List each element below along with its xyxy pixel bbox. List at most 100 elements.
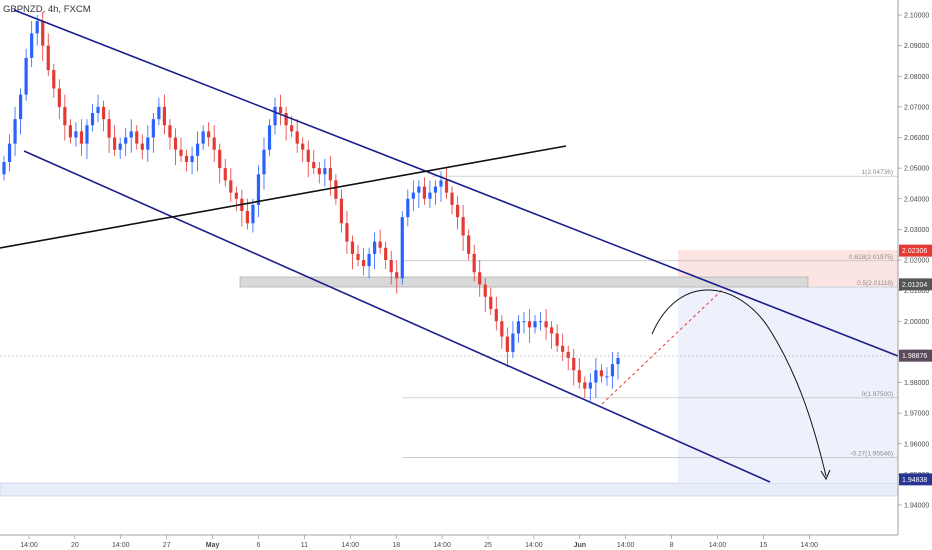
- candle-body: [157, 106, 161, 120]
- candle-body: [483, 284, 487, 297]
- y-tick-label: 2.06000: [904, 135, 929, 142]
- candle-body: [444, 180, 449, 193]
- y-tick-label: 2.09000: [904, 43, 929, 50]
- candle-body: [90, 113, 95, 126]
- x-tick-label: 14:00: [20, 542, 38, 549]
- x-tick-label: May: [206, 542, 220, 549]
- candle-body: [472, 253, 476, 273]
- candle-body: [455, 204, 460, 218]
- candle-body: [284, 113, 288, 126]
- candle-body: [317, 168, 321, 175]
- fib-label: 0(1.97500): [862, 391, 893, 398]
- candle-body: [417, 186, 421, 193]
- x-tick-label: 18: [392, 542, 400, 549]
- candle-body: [411, 192, 415, 199]
- candle-body: [616, 358, 620, 365]
- candle-body: [113, 137, 117, 150]
- candle-body: [295, 131, 299, 144]
- price-tag-label: 2.02306: [902, 248, 927, 255]
- fib-label: 0.5(2.01118): [857, 280, 893, 287]
- x-tick-label: 15: [760, 542, 768, 549]
- candle-body: [561, 345, 565, 352]
- support-zone: [0, 482, 899, 497]
- candle-body: [207, 131, 211, 138]
- rising-trendline[interactable]: [0, 145, 567, 249]
- fib-levels: 1(2.04736) 0.618(2.01975) 0.5(2.01118) 0(1.…: [402, 169, 898, 459]
- candles: [2, 11, 620, 401]
- projection-arrow: [651, 289, 827, 477]
- y-tick-label: 1.94000: [904, 503, 929, 510]
- candle-body: [151, 119, 155, 138]
- candle-body: [373, 241, 377, 254]
- candle-body: [184, 155, 189, 162]
- candle-body: [278, 106, 283, 113]
- x-tick-label: 14:00: [709, 542, 727, 549]
- x-tick-label: 20: [71, 542, 79, 549]
- price-tag: [899, 278, 932, 291]
- y-tick-label: 2.05000: [904, 166, 929, 173]
- candle-body: [384, 247, 388, 260]
- candle-body: [96, 106, 100, 113]
- candle-body: [234, 192, 238, 199]
- candle-body: [201, 131, 205, 144]
- candle-body: [146, 137, 150, 150]
- x-tick-label: 14:00: [342, 542, 360, 549]
- candle-body: [30, 33, 34, 58]
- candle-body: [229, 180, 233, 193]
- candle-body: [544, 321, 548, 328]
- candle-body: [367, 253, 371, 267]
- channel-lower-line[interactable]: [23, 150, 771, 483]
- candle-body: [356, 253, 360, 260]
- candle-body: [422, 186, 426, 199]
- x-tick-label: 6: [257, 542, 261, 549]
- candle-body: [328, 168, 332, 181]
- candle-body: [35, 21, 39, 34]
- candle-body: [572, 358, 576, 371]
- candle-body: [345, 223, 349, 242]
- candle-body: [135, 131, 139, 144]
- x-tick-label: 8: [670, 542, 674, 549]
- price-tag-label: 1.98876: [902, 353, 927, 360]
- target-zone: [678, 286, 898, 482]
- y-tick-label: 2.00000: [904, 319, 929, 326]
- candle-body: [267, 125, 272, 150]
- candle-body: [334, 180, 338, 199]
- y-tick-label: 2.04000: [904, 196, 929, 203]
- candle-body: [57, 88, 61, 107]
- candle-body: [262, 149, 266, 175]
- candle-body: [101, 106, 106, 120]
- candle-body: [516, 321, 521, 334]
- candle-body: [577, 370, 581, 383]
- candle-body: [129, 131, 133, 138]
- candle-body: [599, 370, 604, 377]
- candle-body: [118, 143, 122, 150]
- candle-body: [323, 168, 327, 175]
- candle-body: [273, 106, 277, 126]
- candle-body: [212, 137, 216, 150]
- x-tick-label: 14:00: [112, 542, 130, 549]
- candle-body: [168, 125, 172, 138]
- candle-body: [361, 260, 366, 267]
- channel-upper-line[interactable]: [13, 9, 899, 357]
- candle-body: [52, 70, 56, 89]
- candle-body: [124, 137, 128, 144]
- candle-body: [196, 143, 200, 156]
- candle-body: [162, 106, 167, 126]
- candle-body: [107, 119, 111, 138]
- candle-body: [461, 217, 465, 236]
- candle-body: [18, 94, 23, 120]
- price-tags: 2.02306 2.01204 1.98876 1.94838: [899, 244, 932, 486]
- candle-body: [85, 125, 89, 144]
- candle-body: [467, 235, 471, 254]
- price-tag: [899, 244, 932, 257]
- y-tick-label: 2.01000: [904, 288, 929, 295]
- price-tag-label: 2.01204: [902, 282, 927, 289]
- y-tick-label: 1.98000: [904, 380, 929, 387]
- candle-body: [306, 149, 310, 162]
- y-tick-label: 2.10000: [904, 13, 929, 20]
- price-tag: [899, 349, 932, 362]
- candle-body: [389, 260, 393, 273]
- candle-body: [13, 119, 17, 144]
- candle-body: [594, 370, 598, 383]
